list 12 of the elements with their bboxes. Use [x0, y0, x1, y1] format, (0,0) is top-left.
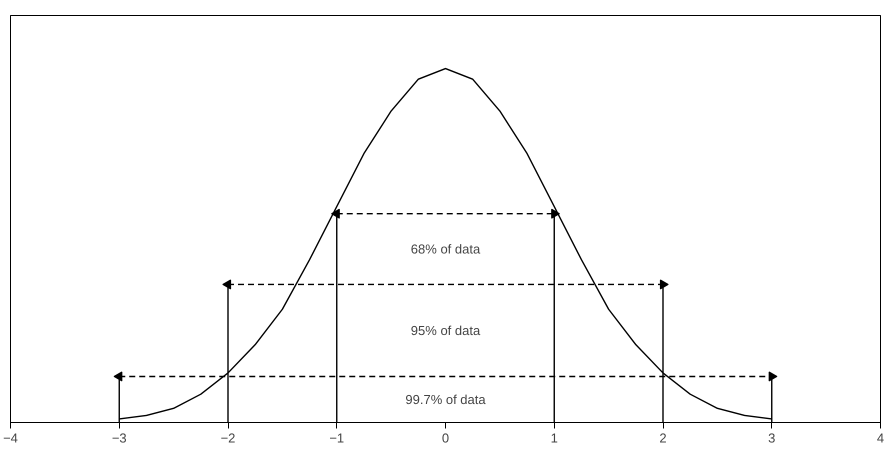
annotation: 95% of data — [410, 322, 481, 338]
x-tick-label: 1 — [550, 430, 558, 446]
x-tick-label: −1 — [329, 430, 344, 446]
x-tick-label: 2 — [659, 430, 667, 446]
x-tick-label: 3 — [768, 430, 776, 446]
annotation: 68% of data — [410, 242, 481, 257]
x-tick-label: −3 — [112, 430, 127, 446]
x-tick-label: −4 — [3, 430, 18, 446]
x-tick-label: −2 — [220, 430, 236, 446]
x-tick-label: 4 — [876, 430, 884, 446]
x-tick-label: 0 — [442, 430, 450, 446]
annotation: 99.7% of data — [405, 392, 486, 407]
